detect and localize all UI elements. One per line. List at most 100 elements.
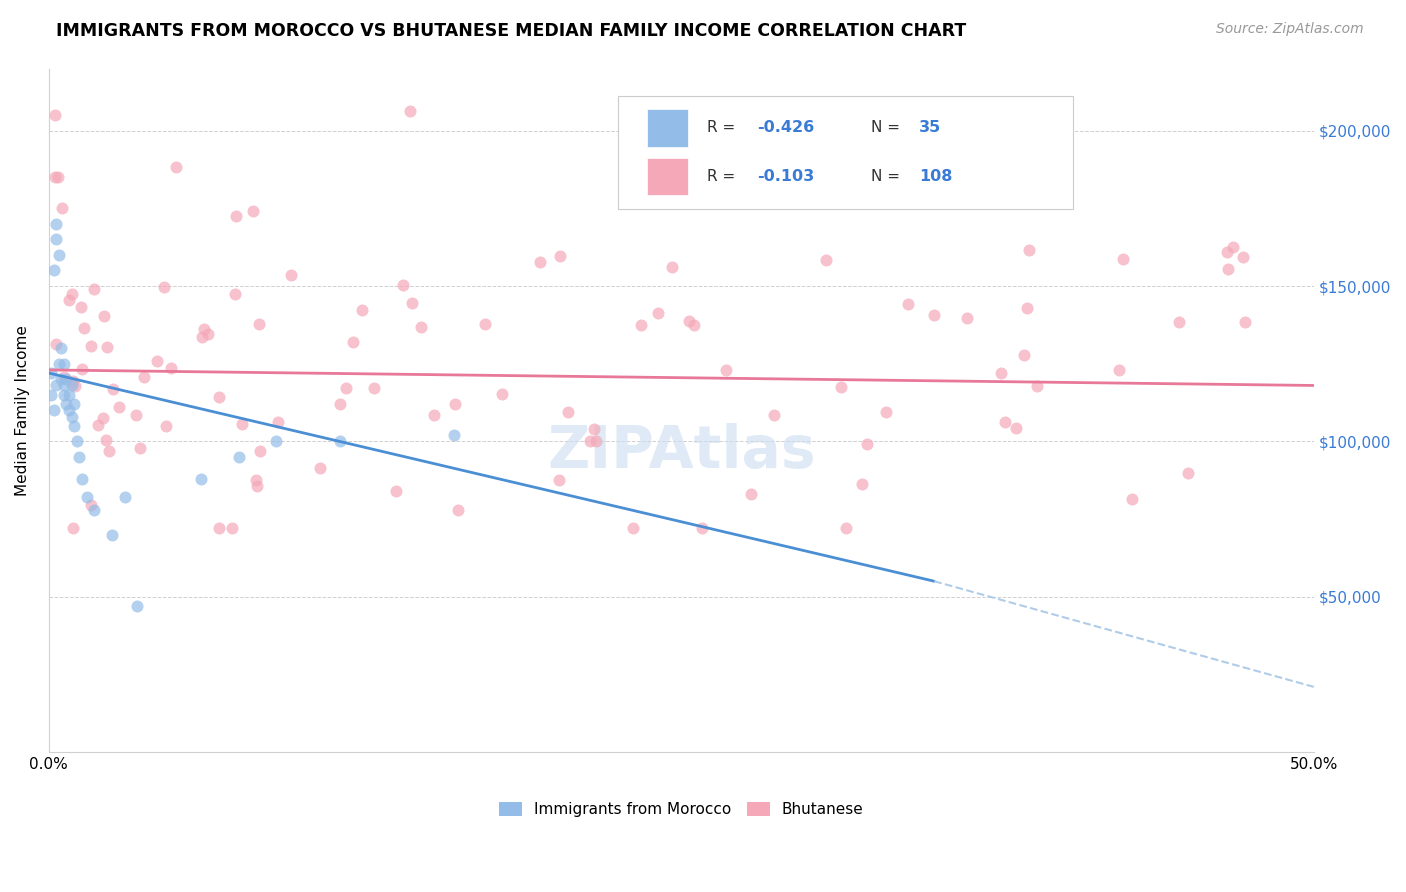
Point <box>630 318 652 333</box>
Point <box>91 411 114 425</box>
Point <box>1168 315 1191 329</box>
Point <box>107 400 129 414</box>
Point <box>87 418 110 433</box>
Point <box>46 170 69 185</box>
Point <box>585 434 607 448</box>
Point <box>548 249 571 263</box>
Point <box>692 521 714 535</box>
Point <box>70 472 93 486</box>
Point <box>128 442 150 456</box>
Point <box>62 374 84 388</box>
Point <box>58 293 80 307</box>
Point <box>661 260 683 274</box>
Text: Source: ZipAtlas.com: Source: ZipAtlas.com <box>1216 22 1364 37</box>
Point <box>101 527 124 541</box>
Y-axis label: Median Family Income: Median Family Income <box>15 325 30 496</box>
Point <box>447 503 470 517</box>
Text: ZIPAtlas: ZIPAtlas <box>547 423 815 480</box>
Point <box>280 268 302 282</box>
Point <box>65 434 87 449</box>
Point <box>329 397 352 411</box>
Legend: Immigrants from Morocco, Bhutanese: Immigrants from Morocco, Bhutanese <box>494 796 870 823</box>
Point <box>547 473 569 487</box>
Point <box>63 379 86 393</box>
Point <box>53 369 76 384</box>
Point <box>52 357 75 371</box>
Point <box>51 202 73 216</box>
Point <box>363 381 385 395</box>
Point <box>44 170 66 185</box>
Point <box>1232 250 1254 264</box>
Point <box>191 330 214 344</box>
Point <box>221 521 243 535</box>
Point <box>52 378 75 392</box>
Point <box>875 405 897 419</box>
Point <box>335 381 357 395</box>
Point <box>1015 301 1038 315</box>
Text: -0.426: -0.426 <box>758 120 814 136</box>
Point <box>190 472 212 486</box>
Point <box>96 340 118 354</box>
Point <box>124 408 146 422</box>
Point <box>153 279 176 293</box>
Bar <box>647 158 688 195</box>
Point <box>897 297 920 311</box>
Point <box>127 599 149 613</box>
Point <box>228 450 250 464</box>
Text: N =: N = <box>870 120 905 136</box>
Point <box>474 317 496 331</box>
Point <box>990 366 1012 380</box>
Point <box>267 415 290 429</box>
Point <box>62 521 84 535</box>
Point <box>352 302 374 317</box>
Point <box>52 388 75 402</box>
Point <box>58 388 80 402</box>
Point <box>329 434 352 449</box>
Point <box>69 300 91 314</box>
Point <box>246 479 269 493</box>
Point <box>48 248 70 262</box>
Point <box>98 444 121 458</box>
Point <box>247 317 270 331</box>
Point <box>55 372 77 386</box>
Point <box>197 326 219 341</box>
Point <box>155 419 177 434</box>
Point <box>1121 491 1143 506</box>
Point <box>491 387 513 401</box>
Point <box>39 388 62 402</box>
Point <box>399 104 422 119</box>
Point <box>208 390 231 404</box>
Point <box>224 287 246 301</box>
Point <box>443 428 465 442</box>
Point <box>159 361 181 376</box>
Point <box>647 306 669 320</box>
Point <box>1218 262 1240 277</box>
Point <box>45 232 67 246</box>
Point <box>1005 421 1028 435</box>
Point <box>557 405 579 419</box>
Point <box>193 322 215 336</box>
Point <box>94 433 117 447</box>
Point <box>249 444 271 458</box>
Point <box>165 161 187 175</box>
Text: -0.103: -0.103 <box>758 169 814 184</box>
Point <box>579 434 602 448</box>
Point <box>63 418 86 433</box>
Text: 108: 108 <box>920 169 952 184</box>
Point <box>42 263 65 277</box>
Text: N =: N = <box>870 169 905 184</box>
Point <box>45 217 67 231</box>
Point <box>80 498 103 512</box>
Point <box>45 336 67 351</box>
Point <box>716 363 738 377</box>
Point <box>114 491 136 505</box>
Point <box>1112 252 1135 266</box>
Point <box>1233 315 1256 329</box>
Point <box>60 286 83 301</box>
Point <box>385 483 408 498</box>
Point <box>55 397 77 411</box>
Point <box>80 339 103 353</box>
Point <box>51 372 73 386</box>
Text: R =: R = <box>707 120 740 136</box>
Point <box>266 434 288 449</box>
